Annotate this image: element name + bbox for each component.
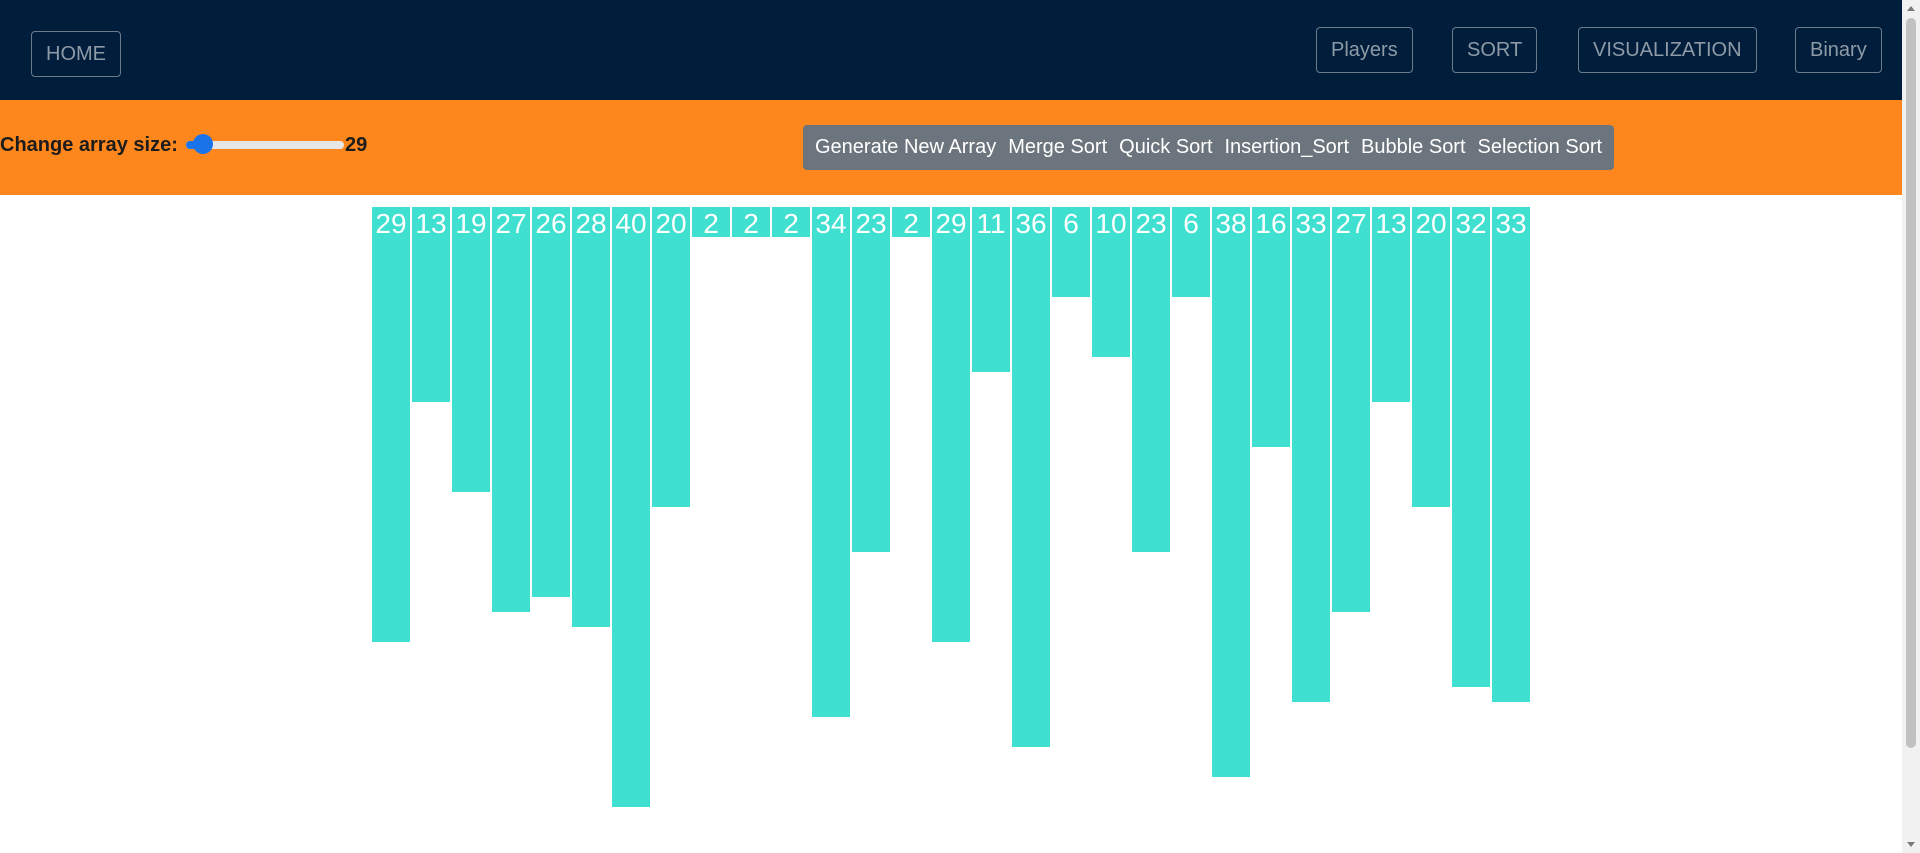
merge-sort-button[interactable]: Merge Sort	[1002, 125, 1113, 170]
array-bar: 23	[1132, 207, 1170, 552]
array-bar: 23	[852, 207, 890, 552]
array-bar: 16	[1252, 207, 1290, 447]
scroll-thumb[interactable]	[1906, 18, 1916, 748]
array-bar: 26	[532, 207, 570, 597]
array-bar: 2	[732, 207, 770, 239]
array-bar: 2	[892, 207, 930, 239]
scroll-down-icon[interactable]	[1907, 842, 1915, 847]
array-bar: 28	[572, 207, 610, 627]
array-bar: 29	[932, 207, 970, 642]
slider-thumb[interactable]	[193, 134, 213, 154]
array-bar: 19	[452, 207, 490, 492]
selection-sort-button[interactable]: Selection Sort	[1472, 125, 1609, 170]
players-link[interactable]: Players	[1316, 27, 1413, 73]
algorithm-button-group: Generate New Array Merge Sort Quick Sort…	[803, 125, 1615, 170]
array-bar: 32	[1452, 207, 1490, 687]
array-size-value: 29	[345, 134, 368, 156]
controls-bar: Change array size: 29 Generate New Array…	[0, 100, 1902, 195]
array-bar: 40	[612, 207, 650, 807]
array-bar: 27	[1332, 207, 1370, 612]
array-bar: 36	[1012, 207, 1050, 747]
scroll-up-icon[interactable]	[1907, 6, 1915, 11]
insertion-sort-button[interactable]: Insertion_Sort	[1219, 125, 1356, 170]
array-bars: 29 13 19 27 26 28 40 20 2 2 2 34 23 2 29 11 36 6 10 23 6 38 16…	[372, 207, 1532, 853]
quick-sort-button[interactable]: Quick Sort	[1113, 125, 1218, 170]
array-bar: 27	[492, 207, 530, 612]
array-bar: 20	[1412, 207, 1450, 507]
binary-link[interactable]: Binary	[1795, 27, 1882, 73]
navbar: HOME Players SORT VISUALIZATION Binary	[0, 0, 1902, 100]
array-bar: 6	[1052, 207, 1090, 297]
array-bar: 6	[1172, 207, 1210, 297]
vertical-scrollbar[interactable]	[1902, 0, 1920, 853]
home-button[interactable]: HOME	[31, 31, 121, 77]
generate-array-button[interactable]: Generate New Array	[809, 125, 1002, 170]
slider-fill	[186, 141, 199, 149]
array-bar: 38	[1212, 207, 1250, 777]
visualization-link[interactable]: VISUALIZATION	[1578, 27, 1757, 73]
array-bar: 29	[372, 207, 410, 642]
array-bar: 13	[412, 207, 450, 402]
array-bar: 2	[692, 207, 730, 239]
sort-link[interactable]: SORT	[1452, 27, 1538, 73]
array-bar: 10	[1092, 207, 1130, 357]
array-bar: 20	[652, 207, 690, 507]
array-bar: 2	[772, 207, 810, 239]
array-size-slider[interactable]	[186, 141, 344, 149]
array-bar: 33	[1292, 207, 1330, 702]
array-bar: 13	[1372, 207, 1410, 402]
array-bar: 34	[812, 207, 850, 717]
array-size-label: Change array size:	[0, 134, 178, 156]
array-bar: 33	[1492, 207, 1530, 702]
array-bar: 11	[972, 207, 1010, 372]
bubble-sort-button[interactable]: Bubble Sort	[1355, 125, 1472, 170]
